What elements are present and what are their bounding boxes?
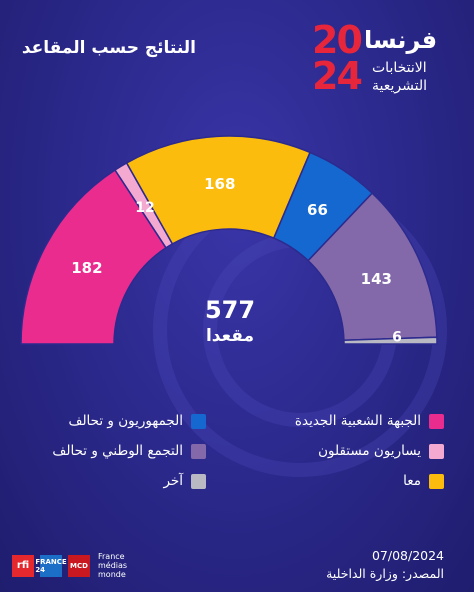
brand-subtitle-line1: الانتخابات	[372, 60, 427, 76]
publish-date: 07/08/2024	[371, 548, 444, 563]
legend-swatch	[191, 443, 206, 459]
election-brand-logo: 20 24 فرنسا الانتخابات التشريعية	[312, 18, 462, 102]
legend-item-ensemble: معا	[403, 471, 444, 491]
legend-label: التجمع الوطني و تحالف	[52, 443, 183, 459]
legend-item-lr: الجمهوريون و تحالف	[68, 411, 206, 431]
media-logos: rfi FRANCE 24 MCD France médias monde	[12, 552, 127, 579]
parliament-chart: 182 12 168 66 143 6 577 مقعدا	[20, 135, 438, 346]
legend-swatch	[429, 443, 444, 459]
seat-segment	[20, 168, 168, 345]
brand-country: فرنسا	[364, 26, 438, 54]
france24-logo: FRANCE 24	[35, 554, 67, 577]
legend-swatch	[191, 473, 206, 489]
legend-label: الجبهة الشعبية الجديدة	[294, 413, 421, 429]
legend-label: آخر	[163, 473, 183, 489]
brand-year-top: 20	[312, 18, 363, 62]
seat-count-label: 168	[204, 175, 235, 193]
brand-subtitle-line2: التشريعية	[372, 78, 427, 94]
source-note: المصدر: وزارة الداخلية	[326, 566, 444, 581]
seat-count-label: 143	[361, 270, 392, 288]
mcd-logo: MCD	[68, 554, 90, 577]
fmm-line3: monde	[98, 570, 126, 579]
legend-item-rn: التجمع الوطني و تحالف	[52, 441, 206, 461]
chart-legend: الجبهة الشعبية الجديدة يساريون مستقلون م…	[0, 405, 474, 495]
total-seats-label: مقعدا	[206, 326, 254, 346]
legend-label: الجمهوريون و تحالف	[68, 413, 183, 429]
fmm-logo: France médias monde	[98, 552, 127, 579]
legend-item-divers-gauche: يساريون مستقلون	[318, 441, 444, 461]
seat-count-label: 66	[307, 201, 328, 219]
seat-count-label: 12	[135, 200, 154, 216]
legend-swatch	[191, 413, 206, 429]
fmm-line1: France	[98, 552, 125, 561]
brand-year-bottom: 24	[312, 54, 363, 98]
legend-item-nfp: الجبهة الشعبية الجديدة	[295, 411, 444, 431]
legend-item-other: آخر	[163, 471, 206, 491]
seat-count-label: 182	[71, 259, 102, 277]
legend-label: معا	[403, 473, 421, 489]
rfi-logo: rfi	[12, 554, 34, 577]
legend-swatch	[429, 413, 444, 429]
fmm-line2: médias	[98, 561, 128, 570]
total-seats-value: 577	[205, 296, 255, 324]
seat-count-label: 6	[392, 329, 402, 345]
page-title: النتائج حسب المقاعد	[21, 38, 196, 58]
legend-swatch	[429, 473, 444, 489]
legend-label: يساريون مستقلون	[318, 443, 421, 459]
seat-segment	[343, 336, 438, 345]
